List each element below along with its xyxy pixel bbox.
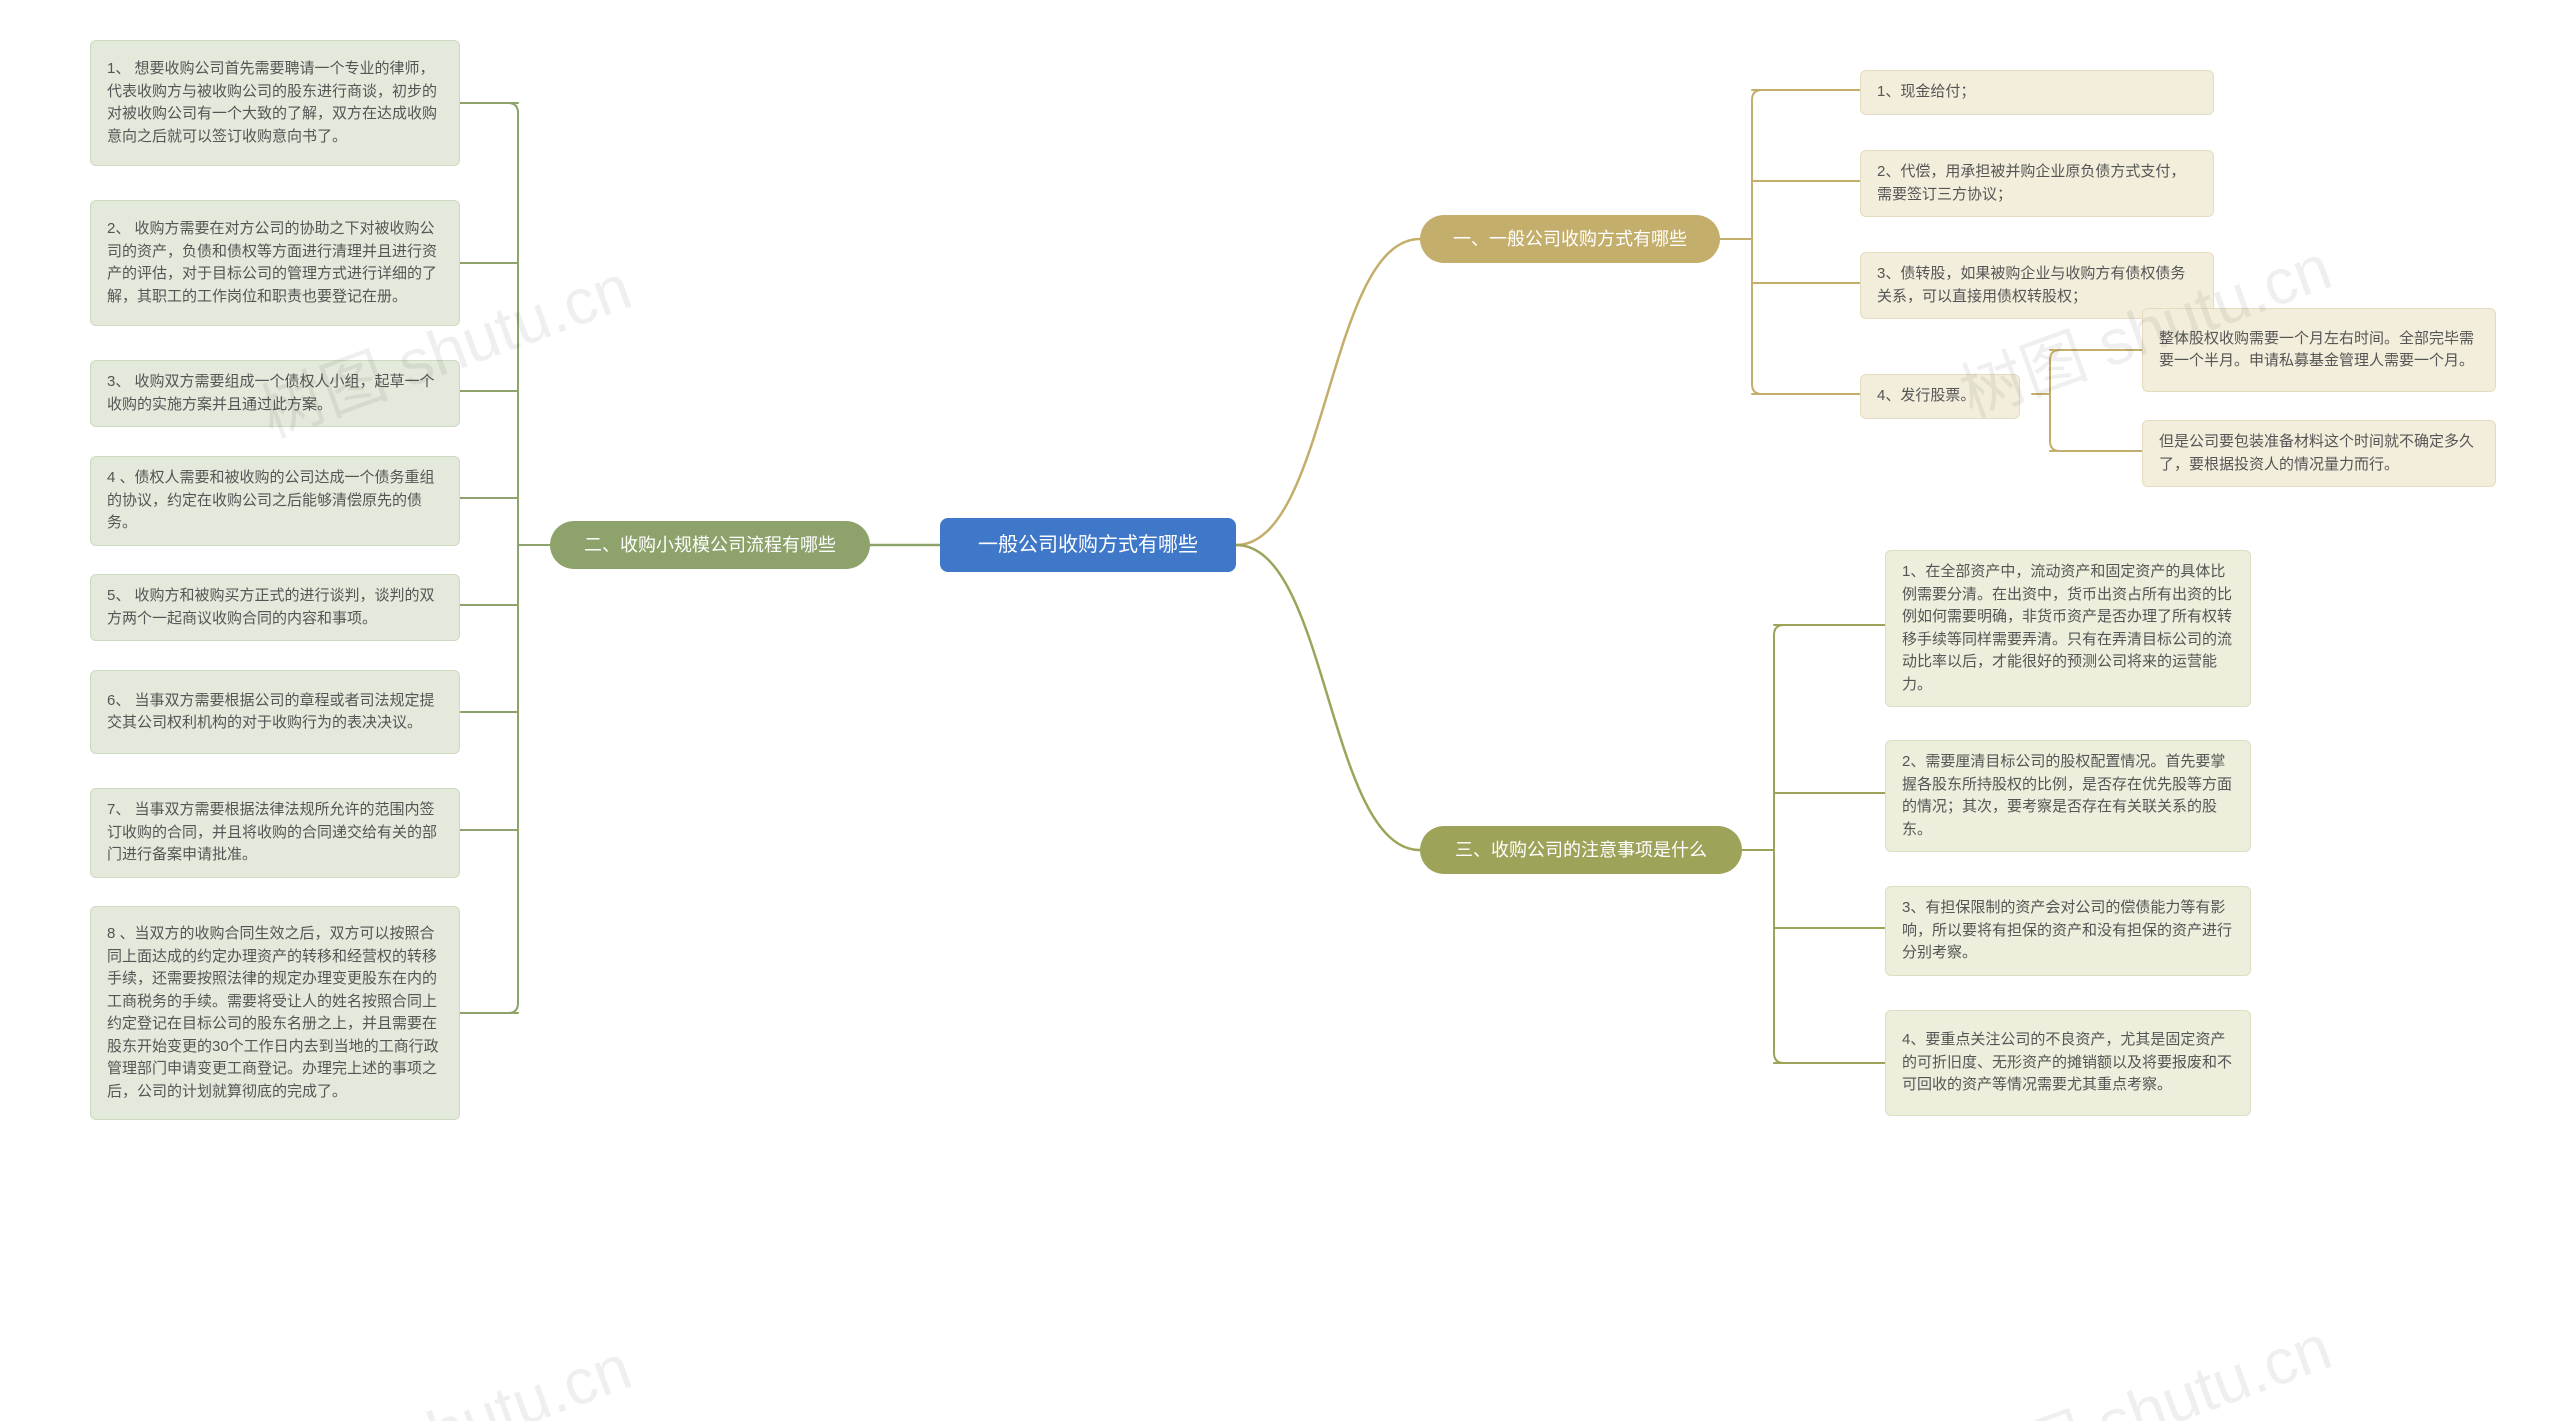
leaf-b3-1: 2、需要厘清目标公司的股权配置情况。首先要掌握各股东所持股权的比例，是否存在优先… [1885, 740, 2251, 852]
branch-b3: 三、收购公司的注意事项是什么 [1420, 826, 1742, 874]
leaf-b2-6: 7、 当事双方需要根据法律法规所允许的范围内签订收购的合同，并且将收购的合同递交… [90, 788, 460, 878]
leaf-b2-7: 8 、当双方的收购合同生效之后，双方可以按照合同上面达成的约定办理资产的转移和经… [90, 906, 460, 1120]
leaf-b3-0: 1、在全部资产中，流动资产和固定资产的具体比例需要分清。在出资中，货币出资占所有… [1885, 550, 2251, 707]
leaf-b1-0: 1、现金给付； [1860, 70, 2214, 115]
branch-b2: 二、收购小规模公司流程有哪些 [550, 521, 870, 569]
root-node: 一般公司收购方式有哪些 [940, 518, 1236, 572]
branch-b1: 一、一般公司收购方式有哪些 [1420, 215, 1720, 263]
leaf-b2-1: 2、 收购方需要在对方公司的协助之下对被收购公司的资产，负债和债权等方面进行清理… [90, 200, 460, 326]
leaf-b1-3-0: 整体股权收购需要一个月左右时间。全部完毕需要一个半月。申请私募基金管理人需要一个… [2142, 308, 2496, 392]
leaf-b1-1: 2、代偿，用承担被并购企业原负债方式支付，需要签订三方协议； [1860, 150, 2214, 217]
leaf-b2-0: 1、 想要收购公司首先需要聘请一个专业的律师，代表收购方与被收购公司的股东进行商… [90, 40, 460, 166]
leaf-b2-5: 6、 当事双方需要根据公司的章程或者司法规定提交其公司权利机构的对于收购行为的表… [90, 670, 460, 754]
leaf-b3-3: 4、要重点关注公司的不良资产，尤其是固定资产的可折旧度、无形资产的摊销额以及将要… [1885, 1010, 2251, 1116]
leaf-b1-3-1: 但是公司要包装准备材料这个时间就不确定多久了，要根据投资人的情况量力而行。 [2142, 420, 2496, 487]
leaf-b2-2: 3、 收购双方需要组成一个债权人小组，起草一个收购的实施方案并且通过此方案。 [90, 360, 460, 427]
leaf-b2-3: 4 、债权人需要和被收购的公司达成一个债务重组的协议，约定在收购公司之后能够清偿… [90, 456, 460, 546]
leaf-b1-3: 4、发行股票。 [1860, 374, 2020, 419]
leaf-b3-2: 3、有担保限制的资产会对公司的偿债能力等有影响，所以要将有担保的资产和没有担保的… [1885, 886, 2251, 976]
leaf-b2-4: 5、 收购方和被购买方正式的进行谈判，谈判的双方两个一起商议收购合同的内容和事项… [90, 574, 460, 641]
